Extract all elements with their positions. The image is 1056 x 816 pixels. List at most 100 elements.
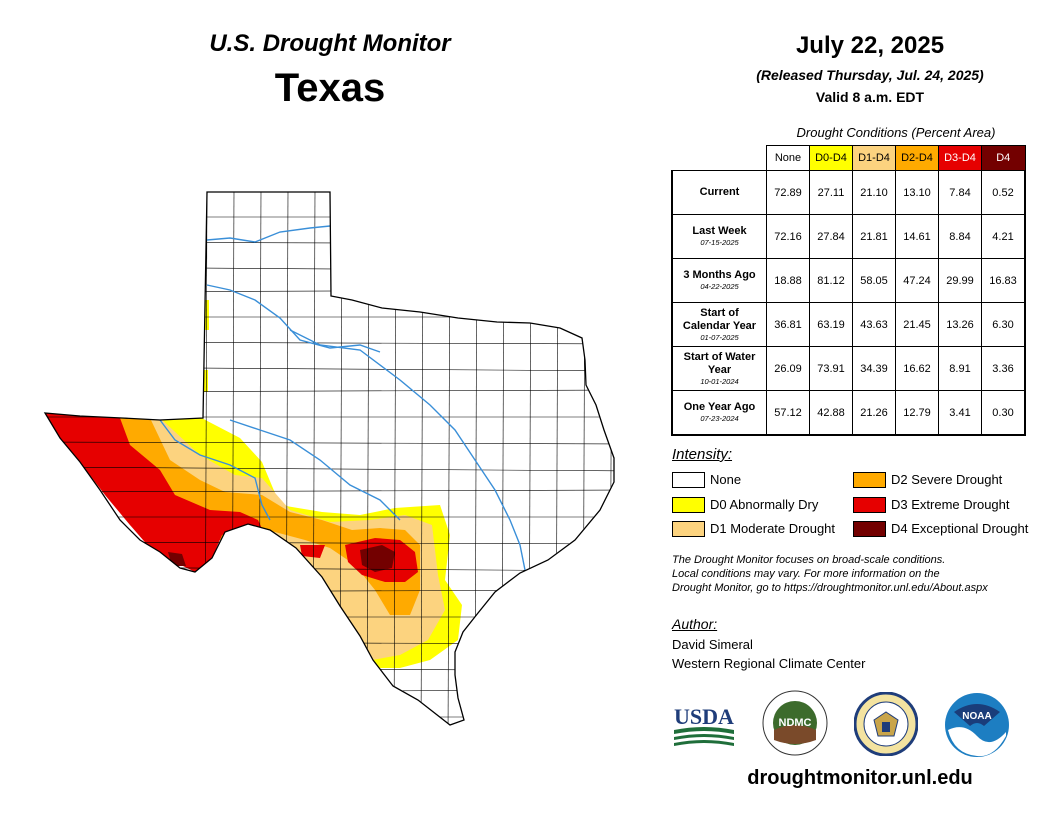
table-cell: 29.99 xyxy=(938,258,982,303)
author-name: David Simeral xyxy=(672,637,753,652)
column-header: D2-D4 xyxy=(895,145,939,171)
row-label: Start of Water Year 10-01-2024 xyxy=(671,346,767,391)
table-cell: 14.61 xyxy=(895,214,939,259)
table-cell: 81.12 xyxy=(809,258,853,303)
table-cell: 12.79 xyxy=(895,390,939,436)
column-header: D3-D4 xyxy=(938,145,982,171)
table-cell: 21.10 xyxy=(852,170,896,215)
legend-title: Intensity: xyxy=(672,446,733,463)
row-date: 01-07-2025 xyxy=(700,332,739,342)
table-cell: 16.83 xyxy=(981,258,1026,303)
legend-label: D2 Severe Drought xyxy=(891,472,1003,487)
note-line-1: The Drought Monitor focuses on broad-sca… xyxy=(672,554,946,566)
release-date: (Released Thursday, Jul. 24, 2025) xyxy=(756,67,984,83)
noaa-logo-text: NOAA xyxy=(962,711,991,722)
column-header: D4 xyxy=(981,145,1026,171)
row-label: Current xyxy=(671,170,767,215)
table-cell: 21.26 xyxy=(852,390,896,436)
map-title: U.S. Drought Monitor xyxy=(209,30,451,57)
row-label: One Year Ago 07-23-2024 xyxy=(671,390,767,436)
d3-area-far-west xyxy=(45,413,265,572)
legend-label: D1 Moderate Drought xyxy=(710,521,836,536)
rio-grande xyxy=(159,419,271,521)
table-cell: 72.89 xyxy=(766,170,810,215)
table-caption: Drought Conditions (Percent Area) xyxy=(796,125,996,140)
table-cell: 18.88 xyxy=(766,258,810,303)
table-row: Start of Water Year 10-01-2024 26.09 73.91 3… xyxy=(671,346,1026,391)
brazos-river xyxy=(289,329,526,571)
row-label: Last Week 07-15-2025 xyxy=(671,214,767,259)
author-heading: Author: xyxy=(672,616,718,632)
legend-swatch xyxy=(672,472,705,488)
table-row: Start of Calendar Year 01-07-2025 36.81 63.… xyxy=(671,302,1026,347)
table-cell: 43.63 xyxy=(852,302,896,347)
table-row: Current 72.89 27.11 21.10 13.10 7.84 0.52 xyxy=(671,170,1026,215)
disclaimer-note: The Drought Monitor focuses on broad-sca… xyxy=(672,553,1044,595)
table-row: 3 Months Ago 04-22-2025 18.88 81.12 58.05 47.… xyxy=(671,258,1026,303)
row-label-text: Start of Calendar Year xyxy=(682,306,757,332)
table-cell: 8.91 xyxy=(938,346,982,391)
website-url[interactable]: droughtmonitor.unl.edu xyxy=(747,767,973,789)
row-label-text: Start of Water Year xyxy=(683,350,756,376)
table-cell: 21.45 xyxy=(895,302,939,347)
table-cell: 63.19 xyxy=(809,302,853,347)
table-cell: 3.41 xyxy=(938,390,982,436)
legend-swatch xyxy=(853,472,886,488)
table-cell: 58.05 xyxy=(852,258,896,303)
table-corner xyxy=(672,146,767,171)
author-organization: Western Regional Climate Center xyxy=(672,656,866,671)
legend-swatch xyxy=(853,497,886,513)
interior-seal-logo xyxy=(854,692,918,756)
table-cell: 8.84 xyxy=(938,214,982,259)
table-cell: 7.84 xyxy=(938,170,982,215)
colorado-river xyxy=(229,419,401,521)
row-date: 04-22-2025 xyxy=(700,282,739,291)
table-row: One Year Ago 07-23-2024 57.12 42.88 21.26 12.… xyxy=(671,390,1026,436)
table-cell: 27.11 xyxy=(809,170,853,215)
row-date: 10-01-2024 xyxy=(700,376,739,386)
canadian-river xyxy=(206,225,331,243)
table-cell: 13.26 xyxy=(938,302,982,347)
row-label: 3 Months Ago 04-22-2025 xyxy=(671,258,767,303)
legend-swatch xyxy=(672,521,705,537)
row-date: 07-23-2024 xyxy=(700,414,739,423)
table-cell: 3.36 xyxy=(981,346,1026,391)
drought-conditions-table: None D0-D4 D1-D4 D2-D4 D3-D4 D4 Current 72.89 27… xyxy=(671,145,1026,436)
map-date: July 22, 2025 xyxy=(795,32,945,59)
ndmc-logo: NDMC xyxy=(762,690,828,756)
row-label-text: Last Week xyxy=(692,225,747,237)
column-header: None xyxy=(766,145,810,171)
legend-label: D4 Exceptional Drought xyxy=(891,521,1029,536)
table-cell: 0.52 xyxy=(981,170,1026,215)
legend-label: D0 Abnormally Dry xyxy=(710,497,819,512)
valid-time: Valid 8 a.m. EDT xyxy=(815,89,925,105)
river-lines xyxy=(159,225,526,571)
table-cell: 21.81 xyxy=(852,214,896,259)
table-cell: 16.62 xyxy=(895,346,939,391)
legend-swatch xyxy=(672,497,705,513)
legend-label: None xyxy=(710,472,742,487)
ndmc-logo-text: NDMC xyxy=(779,717,812,729)
legend-label: D3 Extreme Drought xyxy=(891,497,1010,512)
table-cell: 27.84 xyxy=(809,214,853,259)
noaa-logo: NOAA xyxy=(945,693,1009,757)
row-label: Start of Calendar Year 01-07-2025 xyxy=(671,302,767,347)
table-cell: 26.09 xyxy=(766,346,810,391)
usda-logo-text: USDA xyxy=(674,704,734,729)
row-date: 07-15-2025 xyxy=(700,238,739,247)
table-cell: 0.30 xyxy=(981,390,1026,436)
table-cell: 73.91 xyxy=(809,346,853,391)
table-cell: 42.88 xyxy=(809,390,853,436)
column-header: D1-D4 xyxy=(852,145,896,171)
row-label-text: Current xyxy=(699,186,740,198)
note-line-3: Drought Monitor, go to https://droughtmo… xyxy=(672,582,988,594)
table-row: Last Week 07-15-2025 72.16 27.84 21.81 14.61 8… xyxy=(671,214,1026,259)
table-cell: 47.24 xyxy=(895,258,939,303)
row-label-text: One Year Ago xyxy=(683,401,756,413)
table-cell: 72.16 xyxy=(766,214,810,259)
table-cell: 13.10 xyxy=(895,170,939,215)
state-name: Texas xyxy=(274,66,386,110)
legend-swatch xyxy=(853,521,886,537)
table-cell: 6.30 xyxy=(981,302,1026,347)
table-cell: 34.39 xyxy=(852,346,896,391)
